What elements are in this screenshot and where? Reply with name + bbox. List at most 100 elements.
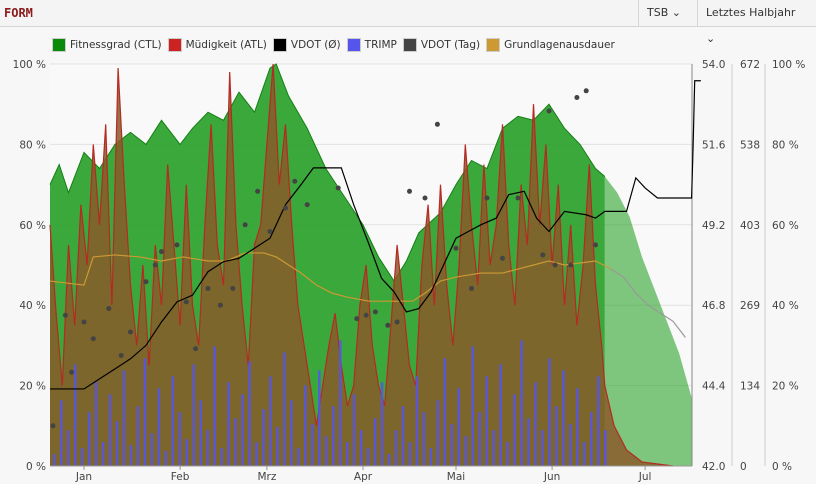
- y-vdot-tick-label: 46.8: [702, 300, 725, 312]
- vdot-day-point: [407, 188, 412, 194]
- vdot-avg-line: [50, 80, 701, 390]
- y-left-tick-label: 80 %: [19, 139, 46, 151]
- trimp-bar: [73, 364, 77, 466]
- trimp-bar: [171, 376, 175, 466]
- legend-vdot-avg[interactable]: VDOT (Ø): [272, 38, 341, 52]
- y-trimp-tick-label: 0: [740, 461, 747, 473]
- y-right-tick-label: 0 %: [772, 461, 792, 473]
- y-vdot-tick-label: 42.0: [702, 461, 725, 473]
- trimp-bar: [366, 448, 370, 466]
- trimp-bar: [548, 358, 551, 466]
- legend-ga[interactable]: Grundlagenausdauer: [486, 38, 615, 52]
- trimp-bar: [157, 388, 161, 466]
- legend-trimp[interactable]: TRIMP: [346, 38, 397, 52]
- vdot-day-point: [593, 242, 598, 248]
- y-left-tick-label: 0 %: [26, 461, 46, 473]
- y-vdot-tick-label: 54.0: [702, 59, 725, 71]
- trimp-bar: [387, 454, 391, 466]
- trimp-bar: [471, 346, 474, 466]
- trimp-bar: [597, 376, 600, 466]
- legend-ctl[interactable]: Fitnessgrad (CTL): [52, 38, 162, 52]
- trimp-bar: [506, 442, 509, 466]
- period-dropdown[interactable]: Letztes Halbjahr ⌄: [697, 0, 816, 45]
- legend-atl[interactable]: Müdigkeit (ATL): [167, 38, 267, 52]
- trimp-bar: [269, 376, 272, 466]
- y-left-tick-label: 60 %: [19, 220, 46, 232]
- x-tick-label: Jun: [543, 471, 560, 483]
- trimp-bar: [178, 412, 182, 466]
- vdot-day-point: [394, 319, 400, 325]
- vdot-day-point: [62, 312, 68, 318]
- trimp-bar: [192, 364, 195, 466]
- vdot-day-point: [568, 262, 574, 268]
- trimp-bar: [345, 442, 349, 466]
- vdot-day-point: [515, 195, 521, 201]
- trimp-bar: [380, 382, 384, 466]
- trimp-bar: [373, 418, 377, 466]
- trimp-bar: [478, 412, 481, 466]
- y-right-tick-label: 20 %: [772, 381, 799, 393]
- legend-label: Fitnessgrad (CTL): [70, 39, 162, 51]
- tsb-dropdown[interactable]: TSB ⌄: [638, 0, 699, 26]
- period-label: Letztes Halbjahr: [706, 6, 796, 19]
- trimp-bar: [499, 364, 502, 466]
- trimp-bar: [220, 448, 223, 466]
- vdot-day-point: [552, 262, 558, 268]
- trimp-bar: [248, 361, 251, 466]
- trimp-bar: [80, 448, 84, 466]
- vdot-day-point: [106, 306, 112, 312]
- y-left-tick-label: 20 %: [19, 381, 46, 393]
- y-trimp-tick-label: 403: [740, 220, 760, 232]
- vdot-day-point: [69, 369, 75, 375]
- atl-swatch: [167, 38, 182, 52]
- trimp-swatch: [346, 38, 361, 52]
- vdot-day-point: [217, 302, 223, 308]
- trimp-bar: [185, 439, 189, 466]
- ga-line: [49, 252, 612, 302]
- trimp-bar: [576, 388, 579, 466]
- x-tick-label: Feb: [171, 471, 190, 483]
- y-right-tick-label: 80 %: [772, 139, 799, 151]
- vdot-avg-swatch: [272, 38, 287, 52]
- trimp-bar: [108, 394, 112, 466]
- y-trimp-tick-label: 672: [740, 59, 760, 71]
- trimp-bar: [443, 358, 447, 466]
- trimp-bar: [429, 448, 433, 466]
- y-left-tick-label: 100 %: [13, 59, 46, 71]
- trimp-bar: [450, 424, 454, 466]
- vdot-day-point: [193, 346, 199, 352]
- vdot-day-point: [159, 249, 164, 255]
- ga-forecast-line: [610, 268, 686, 338]
- vdot-day-point: [242, 222, 248, 228]
- vdot-day-point: [363, 312, 369, 318]
- ctl-line: [49, 63, 606, 283]
- vdot-day-point: [292, 178, 298, 184]
- x-tick-label: Mrz: [257, 471, 276, 483]
- vdot-day-point: [304, 202, 310, 208]
- trimp-bar: [311, 424, 314, 466]
- trimp-bar: [394, 430, 398, 466]
- y-right-tick-label: 100 %: [772, 59, 805, 71]
- y-trimp-tick-label: 269: [740, 300, 760, 312]
- vdot-day-point: [469, 285, 474, 291]
- vdot-day-point: [152, 262, 158, 268]
- vdot-day-point: [453, 245, 459, 251]
- trimp-bar: [541, 430, 544, 466]
- trimp-bar: [136, 406, 140, 466]
- vdot-day-point: [50, 423, 56, 429]
- trimp-bar: [583, 442, 586, 466]
- trimp-bar: [325, 436, 328, 466]
- vdot-day-point: [434, 121, 440, 127]
- panel-title: FORM: [4, 6, 33, 20]
- y-vdot-tick-label: 51.6: [702, 139, 726, 151]
- vdot-day-point: [385, 322, 391, 328]
- legend-vdot-day[interactable]: VDOT (Tag): [402, 38, 481, 52]
- vdot-day-point: [583, 88, 589, 94]
- trimp-bar: [485, 376, 488, 466]
- legend-label: Müdigkeit (ATL): [185, 39, 267, 51]
- trimp-bar: [283, 352, 286, 466]
- vdot-day-point: [205, 285, 211, 291]
- legend-label: VDOT (Tag): [420, 39, 481, 51]
- trimp-bar: [464, 436, 468, 466]
